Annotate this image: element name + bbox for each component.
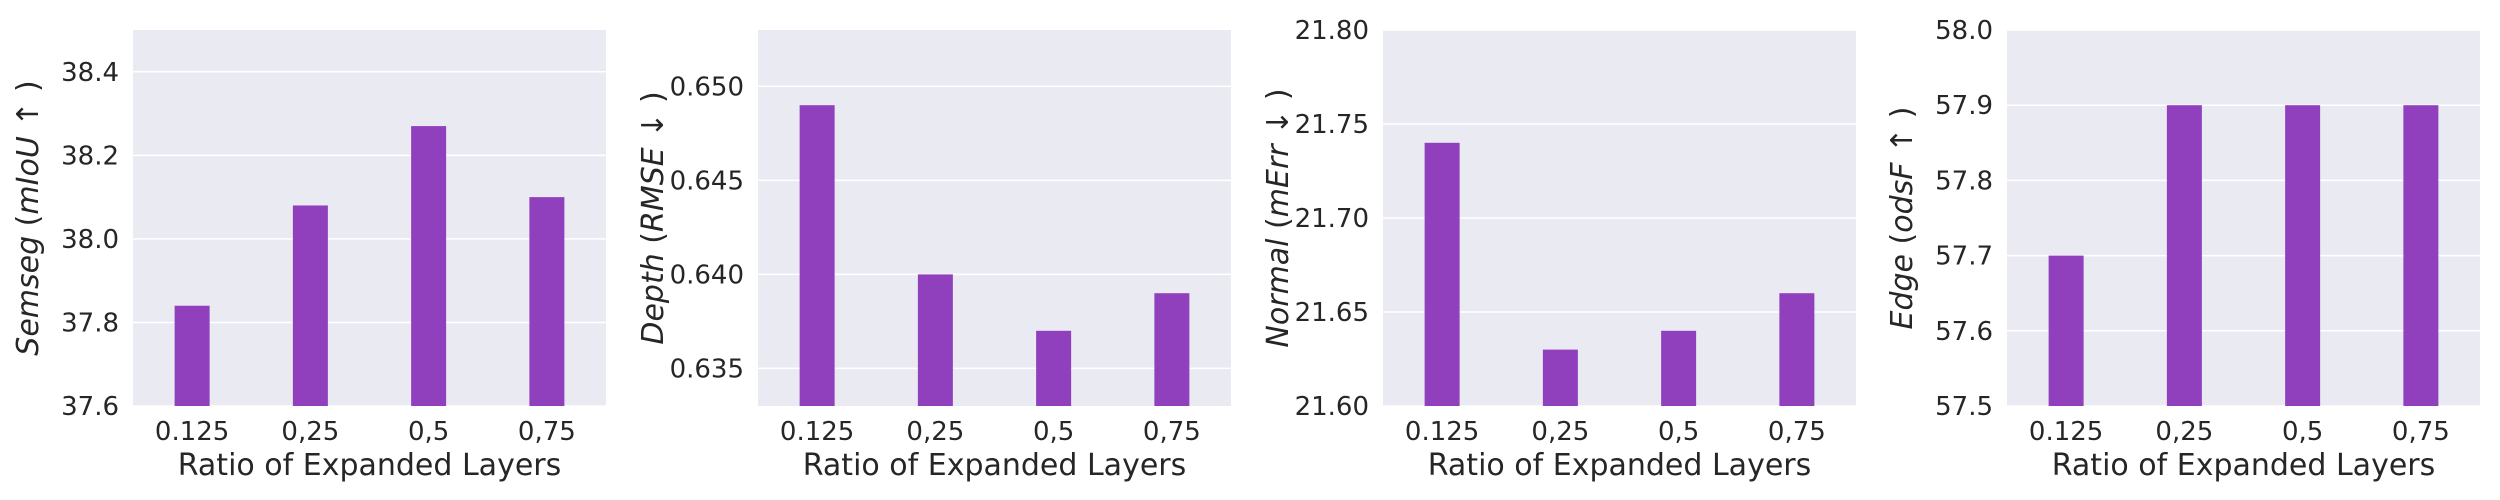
bar bbox=[799, 105, 835, 406]
y-axis-label-metric: RMSE bbox=[636, 147, 671, 232]
y-axis-label-punct: ) bbox=[636, 91, 671, 112]
bar bbox=[529, 197, 565, 406]
bar bbox=[917, 274, 953, 406]
chart-panel-3: 21.60 21.65 21.70 21.75 21.80 0.125 0,25 0,5 0,7… bbox=[1261, 16, 1856, 483]
y-tick-label: 58.0 bbox=[1935, 16, 1993, 46]
y-tick-label: 38.4 bbox=[61, 58, 119, 88]
y-axis-label: Edge (odsF ↑ ) bbox=[1885, 107, 1920, 330]
bar bbox=[1661, 330, 1697, 406]
y-tick-label: 21.75 bbox=[1295, 110, 1369, 140]
y-axis-label-arrow: ↓ bbox=[1261, 110, 1296, 135]
bar bbox=[292, 205, 328, 406]
x-tick-label: 0,75 bbox=[1768, 417, 1826, 447]
y-axis-label-name: Normal bbox=[1261, 238, 1296, 348]
y-tick-label: 57.9 bbox=[1935, 91, 1993, 121]
bar bbox=[1424, 142, 1460, 407]
bar bbox=[1542, 349, 1578, 406]
bar bbox=[2285, 105, 2321, 406]
y-axis-label-name: Semseg bbox=[11, 236, 46, 356]
y-tick-label: 38.0 bbox=[61, 225, 119, 255]
x-tick-label: 0,25 bbox=[906, 417, 964, 447]
y-axis-label-punct: ( bbox=[11, 215, 46, 236]
bar bbox=[2166, 105, 2202, 406]
x-tick-label: 0,75 bbox=[1143, 417, 1201, 447]
x-tick-label: 0,25 bbox=[1531, 417, 1589, 447]
x-tick-label: 0,5 bbox=[1658, 417, 1699, 447]
x-tick-label: 0.125 bbox=[1405, 417, 1479, 447]
plot-area bbox=[2007, 30, 2480, 406]
y-tick-label: 21.60 bbox=[1295, 392, 1369, 422]
y-tick-label: 38.2 bbox=[61, 141, 119, 171]
y-tick-label: 57.5 bbox=[1935, 392, 1993, 422]
y-tick-label: 0.645 bbox=[670, 166, 744, 196]
y-axis-label-arrow: ↓ bbox=[636, 113, 671, 138]
x-axis-label: Ratio of Expanded Layers bbox=[1428, 448, 1812, 483]
x-tick-label: 0,25 bbox=[2155, 417, 2213, 447]
y-tick-label: 57.6 bbox=[1935, 317, 1993, 347]
y-axis-label-name: Depth bbox=[636, 253, 671, 344]
y-axis-label-arrow: ↑ bbox=[11, 102, 46, 127]
y-axis-label-metric: mErr bbox=[1261, 143, 1296, 218]
bar bbox=[411, 126, 447, 406]
x-tick-label: 0,75 bbox=[2392, 417, 2450, 447]
plot-area bbox=[133, 30, 606, 406]
bar bbox=[1036, 330, 1072, 406]
y-tick-label: 21.80 bbox=[1295, 16, 1369, 46]
y-axis-label: Semseg (mIoU ↑ ) bbox=[11, 80, 46, 355]
x-tick-label: 0.125 bbox=[2029, 417, 2103, 447]
y-axis-label-arrow: ↑ bbox=[1885, 128, 1920, 153]
bar bbox=[2403, 105, 2439, 406]
y-axis-label-metric: odsF bbox=[1885, 162, 1920, 233]
y-tick-label: 57.7 bbox=[1935, 242, 1993, 272]
y-tick-label: 21.65 bbox=[1295, 298, 1369, 328]
y-axis-label-punct bbox=[1261, 135, 1296, 145]
y-tick-label: 37.8 bbox=[61, 308, 119, 338]
chart-panel-4: 57.5 57.6 57.7 57.8 57.9 58.0 0.125 0,25 0,5 0,75… bbox=[1885, 16, 2480, 483]
x-tick-label: 0,5 bbox=[2282, 417, 2323, 447]
chart-panel-1: 37.6 37.8 38.0 38.2 38.4 0.125 0,25 0,5 0,75Rati… bbox=[11, 30, 606, 483]
y-axis-label-punct: ) bbox=[1261, 88, 1296, 109]
x-tick-label: 0,5 bbox=[408, 417, 449, 447]
y-axis-label-metric: mIoU bbox=[11, 136, 46, 214]
y-axis-label-punct bbox=[11, 127, 46, 137]
y-axis-label-punct: ( bbox=[1261, 217, 1296, 238]
x-tick-label: 0.125 bbox=[155, 417, 229, 447]
plot-area bbox=[758, 30, 1231, 406]
y-axis-label: Depth (RMSE ↓ ) bbox=[636, 91, 671, 344]
y-axis-label-punct: ( bbox=[636, 232, 671, 253]
y-axis-label-punct: ) bbox=[11, 80, 46, 101]
bar bbox=[1779, 293, 1815, 406]
y-tick-label: 57.8 bbox=[1935, 166, 1993, 196]
x-tick-label: 0,75 bbox=[518, 417, 576, 447]
y-axis-label-punct bbox=[1885, 153, 1920, 163]
y-axis-label-punct: ) bbox=[1885, 107, 1920, 128]
x-axis-label: Ratio of Expanded Layers bbox=[803, 448, 1187, 483]
x-tick-label: 0.125 bbox=[780, 417, 854, 447]
y-axis-label-punct bbox=[636, 138, 671, 148]
y-axis-label-name: Edge bbox=[1885, 254, 1920, 330]
y-tick-label: 0.640 bbox=[670, 260, 744, 290]
y-axis-label-punct: ( bbox=[1885, 233, 1920, 254]
bar bbox=[2048, 255, 2084, 406]
bar bbox=[174, 305, 210, 406]
y-tick-label: 0.650 bbox=[670, 72, 744, 102]
y-tick-label: 37.6 bbox=[61, 392, 119, 422]
x-axis-label: Ratio of Expanded Layers bbox=[178, 448, 562, 483]
y-tick-label: 0.635 bbox=[670, 354, 744, 384]
bar bbox=[1154, 293, 1190, 406]
y-tick-label: 21.70 bbox=[1295, 204, 1369, 234]
chart-panel-2: 0.635 0.640 0.645 0.650 0.125 0,25 0,5 0,75Rati… bbox=[636, 30, 1231, 483]
x-tick-label: 0,5 bbox=[1033, 417, 1074, 447]
x-axis-label: Ratio of Expanded Layers bbox=[2052, 448, 2436, 483]
y-axis-label: Normal (mErr ↓ ) bbox=[1261, 88, 1296, 347]
x-tick-label: 0,25 bbox=[281, 417, 339, 447]
